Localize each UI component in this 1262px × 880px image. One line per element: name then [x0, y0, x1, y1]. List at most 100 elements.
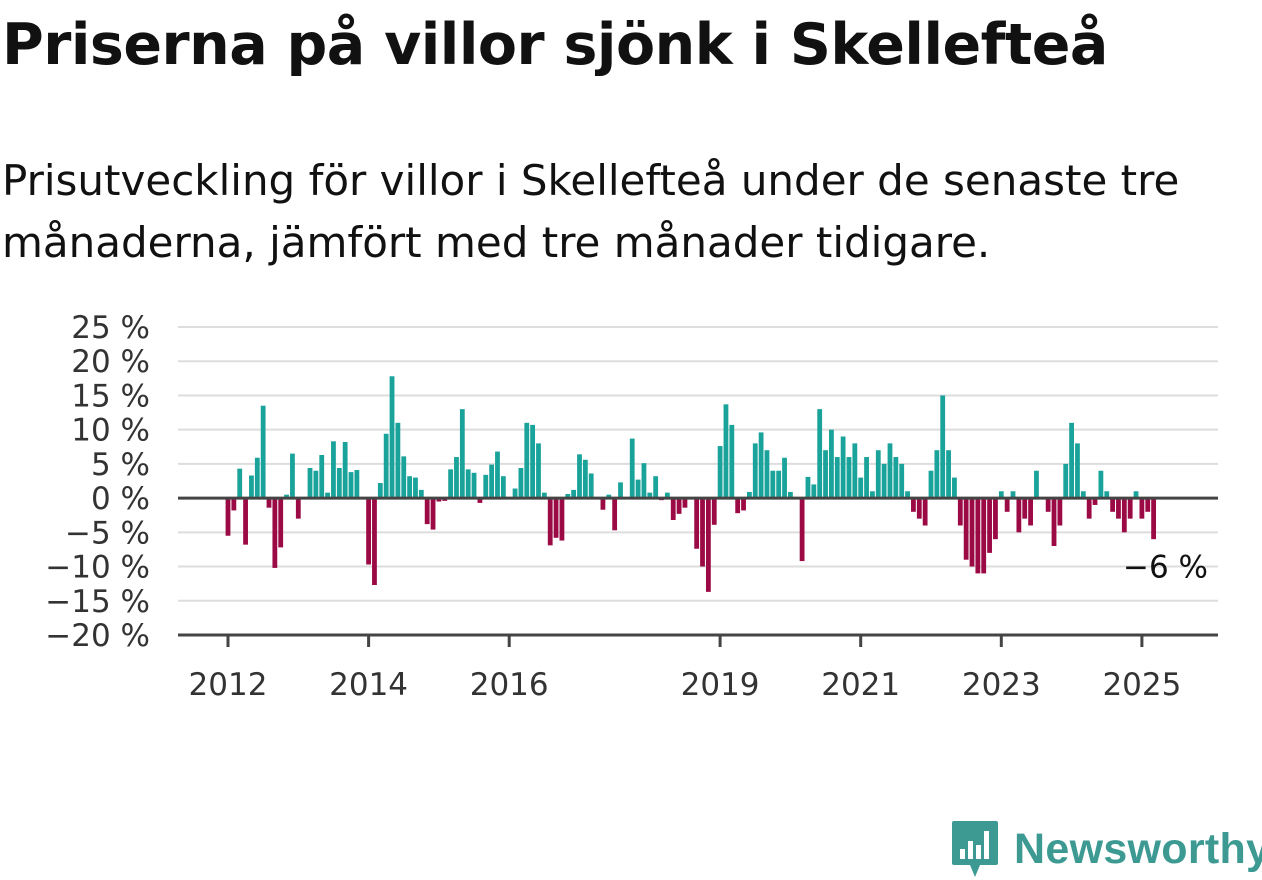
bar: [1127, 498, 1133, 519]
x-axis-labels: 2012 2014 2016 2019 2021 2023 2025: [189, 635, 1181, 703]
bar: [647, 492, 653, 499]
bar: [471, 472, 477, 499]
x-tick-label: 2019: [681, 667, 760, 703]
bar: [788, 491, 793, 499]
bar: [717, 446, 723, 499]
bar: [336, 468, 342, 499]
bar: [383, 433, 389, 499]
y-tick-label: 5 %: [91, 447, 150, 483]
bar: [1069, 422, 1074, 499]
bar: [700, 498, 705, 567]
bar: [1022, 498, 1028, 519]
bar: [237, 468, 243, 499]
bar: [758, 432, 764, 499]
bar: [846, 457, 852, 499]
bar: [1075, 443, 1080, 499]
bar: [295, 498, 301, 519]
bar: [928, 470, 934, 499]
bar: [565, 494, 571, 499]
bar: [993, 498, 998, 540]
bar: [852, 443, 858, 499]
bar: [582, 459, 588, 499]
x-tick-label: 2021: [821, 667, 900, 703]
bar: [254, 457, 260, 499]
page-title: Priserna på villor sjönk i Skellefteå: [2, 12, 1108, 78]
bar: [518, 468, 524, 499]
bar: [782, 457, 787, 499]
bar: [541, 492, 547, 499]
bar: [1034, 470, 1039, 499]
bar: [1051, 498, 1057, 547]
bar: [934, 450, 940, 499]
bar: [635, 479, 641, 499]
bar: [694, 498, 700, 549]
bar: [957, 498, 963, 526]
bars: [225, 376, 1157, 592]
bar: [1133, 491, 1139, 499]
bar: [916, 498, 922, 519]
bar: [395, 422, 401, 499]
bar: [823, 450, 828, 499]
newsworthy-logo-icon: [952, 821, 998, 877]
y-axis-labels: 25 %20 %15 %10 %5 %0 %−5 %−10 %−15 %−20 …: [45, 310, 150, 654]
bar: [553, 498, 559, 538]
bar: [413, 477, 418, 499]
bar: [500, 476, 506, 499]
price-change-chart: 25 %20 %15 %10 %5 %0 %−5 %−10 %−15 %−20 …: [45, 310, 1218, 703]
bar: [389, 376, 395, 499]
bar: [495, 451, 500, 499]
x-tick-label: 2014: [329, 667, 408, 703]
bar: [998, 491, 1004, 499]
bar: [1057, 498, 1063, 526]
bar: [905, 491, 910, 499]
bar: [249, 475, 254, 499]
bar: [313, 470, 319, 499]
x-tick-label: 2023: [962, 667, 1041, 703]
bar: [729, 424, 735, 499]
y-tick-label: −20 %: [45, 618, 150, 654]
bar: [887, 443, 893, 499]
bar: [530, 424, 536, 499]
bar: [348, 472, 354, 499]
bar: [512, 488, 518, 499]
bar: [477, 498, 483, 503]
bar: [752, 443, 758, 499]
bar: [588, 473, 594, 499]
end-value-label: −6 %: [1123, 550, 1208, 586]
bar: [377, 483, 383, 499]
bar: [1116, 498, 1121, 519]
bar: [975, 498, 981, 574]
bar: [805, 476, 811, 499]
bar: [664, 492, 670, 499]
bar: [284, 494, 289, 499]
bar: [629, 438, 635, 499]
bar: [1028, 498, 1033, 526]
bar: [776, 470, 782, 499]
bar: [987, 498, 992, 553]
bar: [1063, 463, 1069, 499]
bar: [893, 457, 899, 499]
bar: [325, 492, 330, 499]
bar: [1104, 491, 1110, 499]
bar: [290, 453, 295, 499]
bar: [272, 498, 278, 568]
bar: [981, 498, 987, 574]
brand-name: Newsworthy: [1014, 824, 1262, 873]
bar: [922, 498, 928, 526]
bar: [653, 476, 659, 499]
page-subtitle: Prisutveckling för villor i Skellefteå u…: [2, 156, 1180, 267]
bar: [600, 498, 606, 510]
bar: [864, 457, 869, 499]
bar: [401, 456, 407, 499]
bar: [1086, 498, 1092, 519]
bar: [963, 498, 969, 560]
bar: [243, 498, 248, 545]
bar: [225, 498, 231, 536]
bar: [342, 441, 348, 499]
bar: [260, 405, 266, 499]
bar: [1151, 498, 1157, 540]
bar: [940, 395, 946, 499]
y-tick-label: 10 %: [71, 413, 150, 449]
bar: [1098, 470, 1104, 499]
bar: [1016, 498, 1022, 533]
